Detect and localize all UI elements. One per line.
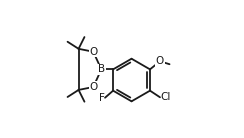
Text: O: O — [89, 82, 97, 92]
Text: O: O — [156, 56, 164, 66]
Text: B: B — [98, 64, 105, 74]
Text: F: F — [99, 93, 104, 103]
Text: O: O — [89, 47, 97, 57]
Text: Cl: Cl — [161, 92, 171, 102]
